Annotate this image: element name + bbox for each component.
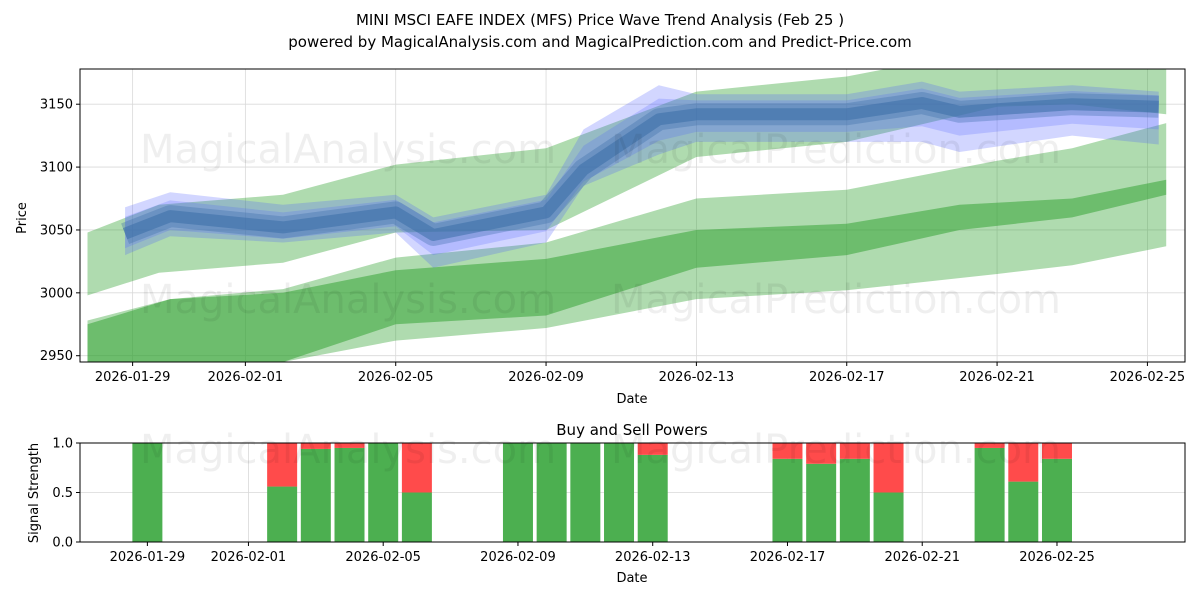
price-x-tick-label: 2026-01-29 (95, 370, 171, 385)
buy-power-bar (604, 443, 635, 542)
sell-power-bar (637, 443, 668, 455)
buy-power-bar (974, 447, 1005, 542)
sell-power-bar (401, 443, 432, 493)
price-y-tick-label: 3150 (40, 98, 73, 113)
green-wide-band (87, 69, 1167, 296)
price-x-tick-label: 2026-02-25 (1110, 370, 1186, 385)
buy-power-bar (570, 443, 601, 542)
green-low-band-core (87, 179, 1167, 362)
sell-power-bar (806, 443, 837, 464)
sell-power-bar (334, 443, 365, 448)
sell-power-bar (839, 443, 870, 459)
buy-power-bar (267, 486, 298, 542)
signal-bars (132, 443, 1072, 542)
price-y-axis-label: Price (15, 202, 30, 234)
signal-x-tick-label: 2026-02-05 (345, 550, 421, 565)
buy-power-bar (132, 443, 163, 542)
price-y-ticks: 2950 3000 3050 3100 3150 (40, 98, 80, 364)
signal-y-tick-label: 0.5 (52, 486, 73, 501)
watermarks: MagicalAnalysis.com MagicalPrediction.co… (140, 127, 1061, 473)
price-y-tick-label: 3050 (40, 223, 73, 238)
sell-power-bar (1041, 443, 1072, 459)
signal-title: Buy and Sell Powers (556, 421, 708, 439)
signal-x-ticks: 2026-01-29 2026-02-01 2026-02-05 2026-02-09… (110, 542, 1095, 565)
sell-power-bar (1008, 443, 1039, 482)
signal-x-tick-label: 2026-02-21 (884, 550, 960, 565)
price-y-tick-label: 3000 (40, 286, 73, 301)
buy-power-bar (772, 458, 803, 542)
buy-power-bar (536, 443, 567, 542)
buy-power-bar (806, 463, 837, 542)
signal-y-tick-label: 0.0 (52, 536, 73, 551)
signal-x-tick-label: 2026-02-17 (750, 550, 826, 565)
sell-power-bar (300, 443, 331, 449)
signal-x-tick-label: 2026-02-01 (211, 550, 287, 565)
buy-power-bar (839, 458, 870, 542)
watermark-analysis-bottom: MagicalAnalysis.com (140, 427, 556, 473)
buy-power-bar (502, 443, 533, 542)
signal-y-axis-label: Signal Strength (27, 443, 42, 543)
signal-x-tick-label: 2026-01-29 (110, 550, 186, 565)
price-wave-core (122, 97, 1159, 241)
price-x-tick-label: 2026-02-05 (358, 370, 434, 385)
buy-power-bar (873, 492, 904, 542)
watermark-analysis-mid: MagicalAnalysis.com (140, 277, 556, 323)
chart-subtitle: powered by MagicalAnalysis.com and Magic… (288, 33, 912, 51)
chart-title: MINI MSCI EAFE INDEX (MFS) Price Wave Tr… (356, 11, 844, 29)
buy-power-bar (1008, 481, 1039, 542)
price-axes-frame (79, 68, 1186, 363)
signal-y-tick-label: 1.0 (52, 437, 73, 452)
price-y-tick-label: 3100 (40, 161, 73, 176)
watermark-prediction-bottom: MagicalPrediction.com (611, 427, 1061, 473)
price-x-tick-label: 2026-02-01 (208, 370, 284, 385)
buy-power-bar (1041, 458, 1072, 542)
signal-x-tick-label: 2026-02-25 (1019, 550, 1095, 565)
signal-panel: Buy and Sell Powers 2026-01-29 2026-02-01… (27, 421, 1186, 586)
price-y-tick-label: 2950 (40, 349, 73, 364)
price-x-ticks: 2026-01-29 2026-02-01 2026-02-05 2026-02-09… (95, 362, 1185, 385)
price-x-tick-label: 2026-02-13 (659, 370, 735, 385)
price-bands (87, 69, 1167, 362)
watermark-prediction-top: MagicalPrediction.com (611, 127, 1061, 173)
blue-wave-envelope (125, 81, 1159, 268)
watermark-analysis-top: MagicalAnalysis.com (140, 127, 556, 173)
price-x-tick-label: 2026-02-21 (959, 370, 1035, 385)
price-x-tick-label: 2026-02-17 (809, 370, 885, 385)
price-panel: 2026-01-29 2026-02-01 2026-02-05 2026-02-09… (15, 68, 1186, 407)
buy-power-bar (637, 454, 668, 542)
price-x-axis-label: Date (616, 392, 647, 407)
signal-y-ticks: 0.0 0.5 1.0 (52, 437, 80, 551)
signal-x-tick-label: 2026-02-09 (480, 550, 556, 565)
buy-power-bar (368, 443, 399, 542)
buy-power-bar (334, 447, 365, 542)
buy-power-bar (300, 448, 331, 542)
sell-power-bar (974, 443, 1005, 448)
watermark-prediction-mid: MagicalPrediction.com (611, 277, 1061, 323)
buy-power-bar (401, 492, 432, 542)
sell-power-bar (772, 443, 803, 459)
price-x-tick-label: 2026-02-09 (508, 370, 584, 385)
signal-x-tick-label: 2026-02-13 (615, 550, 691, 565)
sell-power-bar (873, 443, 904, 493)
sell-power-bar (267, 443, 298, 487)
signal-x-axis-label: Date (616, 571, 647, 586)
